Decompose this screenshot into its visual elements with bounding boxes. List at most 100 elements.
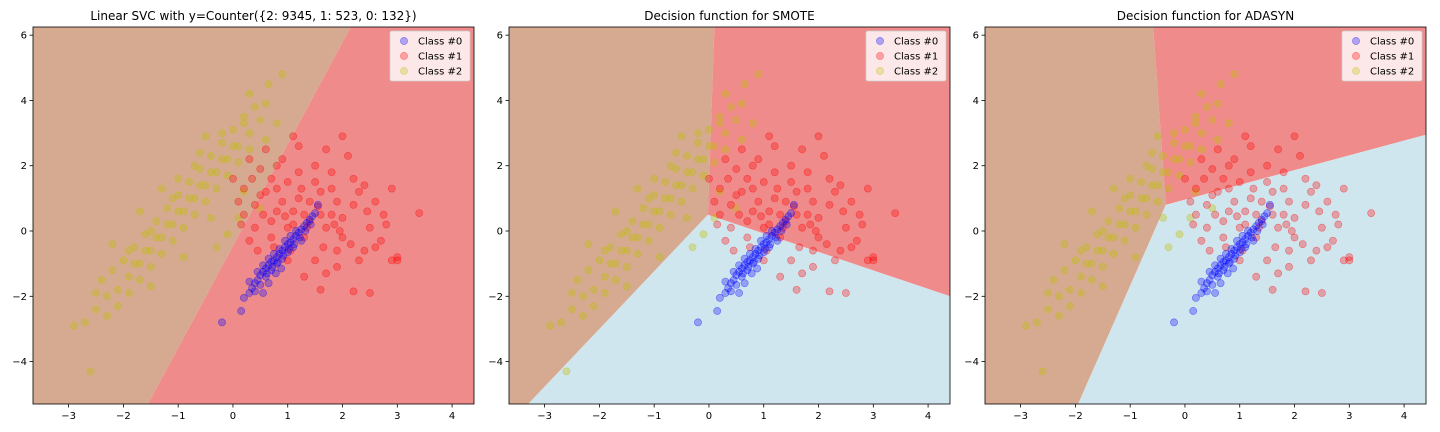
data-point-class-2: [1071, 256, 1080, 265]
data-point-class-2: [1038, 367, 1047, 376]
data-point-class-1: [705, 174, 713, 183]
data-point-class-0: [744, 262, 753, 271]
data-point-class-1: [1246, 142, 1255, 150]
data-point-class-1: [743, 233, 752, 242]
data-point-class-1: [1246, 194, 1255, 203]
data-point-class-2: [1170, 138, 1178, 147]
data-point-class-1: [806, 220, 815, 229]
data-point-class-1: [1301, 174, 1310, 183]
legend-marker-class-0: [876, 37, 884, 45]
data-point-class-0: [281, 243, 289, 252]
data-point-class-2: [595, 256, 604, 265]
data-point-class-0: [1255, 218, 1263, 227]
data-point-class-2: [218, 138, 226, 147]
data-point-class-2: [1164, 184, 1173, 193]
data-point-class-1: [891, 209, 900, 217]
data-point-class-2: [1033, 318, 1041, 327]
data-point-class-1: [847, 243, 856, 252]
legend-marker-class-2: [876, 67, 884, 75]
data-point-class-1: [759, 223, 768, 232]
data-point-class-1: [1219, 217, 1228, 226]
data-point-class-2: [146, 227, 155, 235]
data-point-class-1: [1331, 210, 1340, 219]
legend-marker-class-2: [1352, 67, 1360, 75]
data-point-class-1: [809, 246, 817, 255]
data-point-class-2: [699, 171, 708, 180]
data-point-class-0: [270, 249, 278, 258]
data-point-class-1: [759, 178, 768, 186]
data-point-class-1: [814, 233, 823, 242]
data-point-class-2: [732, 116, 741, 124]
chart-title: Linear SVC with y=Counter({2: 9345, 1: 5…: [90, 9, 416, 23]
data-point-class-1: [1301, 200, 1310, 209]
x-tick-label: 1: [761, 411, 767, 422]
data-point-class-0: [746, 256, 754, 265]
data-point-class-0: [1241, 235, 1250, 244]
data-point-class-1: [338, 213, 347, 222]
data-point-class-2: [590, 302, 598, 310]
data-point-class-2: [1186, 158, 1195, 167]
data-point-class-1: [825, 200, 834, 209]
data-point-class-2: [1197, 90, 1206, 98]
x-tick-label: 0: [1182, 411, 1188, 422]
data-point-class-1: [1263, 178, 1271, 186]
data-point-class-2: [601, 289, 609, 297]
data-point-class-0: [1252, 222, 1261, 230]
data-point-class-1: [1279, 168, 1288, 177]
y-tick-label: 6: [21, 31, 27, 42]
data-point-class-1: [1345, 253, 1354, 261]
data-point-class-0: [306, 220, 315, 229]
data-point-class-1: [803, 168, 812, 177]
data-point-class-0: [1236, 245, 1245, 253]
data-point-class-0: [283, 240, 292, 248]
data-point-class-2: [256, 204, 265, 213]
data-point-class-0: [245, 289, 254, 297]
data-point-class-1: [327, 184, 336, 193]
data-point-class-2: [1159, 213, 1167, 222]
data-point-class-1: [721, 155, 730, 164]
data-point-class-1: [1312, 246, 1321, 255]
data-point-class-2: [103, 311, 111, 320]
data-point-class-0: [747, 269, 756, 278]
data-point-class-2: [207, 151, 215, 160]
legend-marker-class-2: [400, 67, 408, 75]
legend-marker-class-0: [1352, 37, 1360, 45]
data-point-class-2: [716, 119, 724, 128]
data-point-class-2: [1148, 181, 1156, 190]
data-point-class-2: [163, 220, 172, 229]
data-point-class-1: [333, 197, 341, 206]
data-point-class-2: [234, 158, 243, 167]
data-point-class-2: [1208, 204, 1217, 213]
data-point-class-2: [705, 125, 713, 134]
data-point-class-1: [798, 269, 806, 278]
data-point-class-2: [601, 272, 609, 281]
data-point-class-2: [1131, 223, 1140, 232]
data-point-class-0: [713, 307, 722, 315]
data-point-class-1: [724, 174, 732, 183]
data-point-class-1: [1318, 289, 1326, 297]
data-point-class-2: [1192, 112, 1200, 121]
data-point-class-1: [1200, 174, 1208, 183]
data-point-class-0: [694, 318, 702, 327]
data-point-class-1: [822, 240, 831, 248]
data-point-class-2: [1153, 181, 1162, 190]
data-point-class-1: [1318, 223, 1326, 232]
x-tick-label: 3: [870, 411, 876, 422]
data-point-class-0: [732, 271, 741, 279]
data-point-class-0: [740, 254, 749, 263]
data-point-class-2: [1159, 151, 1167, 160]
data-point-class-1: [387, 256, 396, 265]
data-point-class-1: [1235, 178, 1244, 186]
data-point-class-0: [1253, 227, 1262, 235]
data-point-class-2: [590, 285, 598, 294]
data-point-class-2: [579, 311, 587, 320]
data-point-class-2: [185, 194, 193, 203]
x-tick-label: −3: [1013, 411, 1028, 422]
data-point-class-2: [1170, 129, 1178, 137]
data-point-class-1: [360, 181, 369, 190]
data-point-class-0: [313, 200, 322, 209]
data-point-class-1: [1279, 210, 1288, 219]
data-point-class-0: [237, 307, 246, 315]
data-point-class-0: [268, 262, 277, 271]
